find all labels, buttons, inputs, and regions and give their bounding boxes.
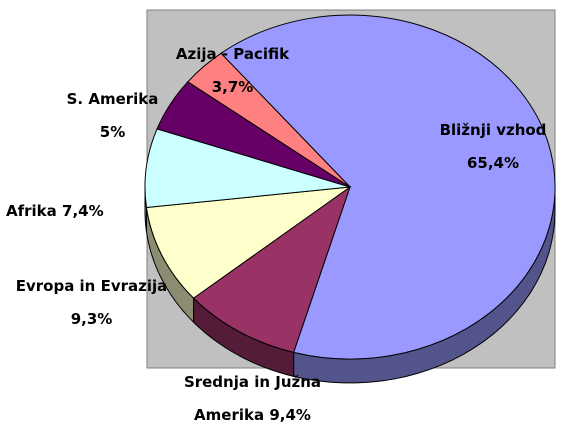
category-label: Azija - Pacifik (175, 45, 290, 63)
category-label: Afrika (6, 202, 57, 220)
slice-label: Srednja in Južna Amerika 9,4% (160, 366, 345, 432)
slice (187, 52, 351, 188)
category-label: Srednja in Južna Amerika (183, 373, 322, 424)
value-label: 9,3% (70, 310, 113, 328)
slice (192, 185, 351, 353)
slice (220, 14, 556, 360)
category-label: S. Amerika (66, 90, 159, 108)
slice-label: Afrika 7,4% (6, 195, 146, 228)
slice-label: S. Amerika 5% (50, 83, 175, 149)
slice (145, 186, 352, 299)
category-label: Bližnji vzhod (439, 121, 547, 139)
value-label: 5% (99, 123, 126, 141)
slice-label: Bližnji vzhod 65,4% (418, 114, 568, 180)
value-label: 9,4% (269, 406, 311, 424)
slice-label: Evropa in Evrazija 9,3% (14, 270, 169, 336)
value-label: 3,7% (211, 78, 254, 96)
value-label: 7,4% (62, 202, 104, 220)
slice-label: Azija - Pacifik 3,7% (145, 38, 320, 104)
category-label: Evropa in Evrazija (15, 277, 168, 295)
value-label: 65,4% (466, 154, 520, 172)
